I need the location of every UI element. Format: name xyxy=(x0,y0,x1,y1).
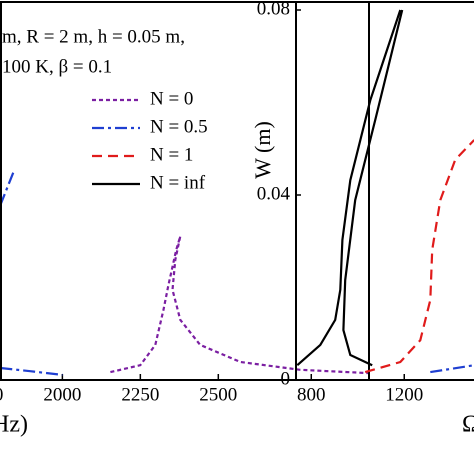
x-axis-label: Ω xyxy=(462,412,474,438)
y-axis-label: W (m) xyxy=(250,121,275,179)
legend-label: N = 1 xyxy=(150,144,193,165)
series-line xyxy=(364,139,474,374)
series-line xyxy=(0,169,63,376)
legend-label: N = 0 xyxy=(150,88,193,109)
x-tick-label: 2250 xyxy=(121,384,159,405)
x-tick-label: 800 xyxy=(297,384,326,405)
annotation: 100 K, β = 0.1 xyxy=(2,56,112,77)
series-line xyxy=(430,364,474,374)
legend-label: N = inf xyxy=(150,172,206,193)
y-tick-label: 0 xyxy=(281,368,291,389)
x-axis-label: Hz) xyxy=(0,412,28,438)
y-tick-label: 0.04 xyxy=(257,183,291,204)
plot-area xyxy=(0,169,368,376)
series-line xyxy=(110,235,368,375)
x-tick-label: 2000 xyxy=(43,384,81,405)
plot-frame xyxy=(0,1,370,381)
legend-label: N = 0.5 xyxy=(150,116,208,137)
x-tick-label: 2500 xyxy=(199,384,237,405)
plot-area xyxy=(296,9,474,374)
annotation: m, R = 2 m, h = 0.05 m, xyxy=(2,26,185,47)
x-tick-label: 1750 xyxy=(0,384,3,405)
series-line xyxy=(296,9,404,367)
y-tick-label: 0.08 xyxy=(257,0,290,19)
x-tick-label: 1200 xyxy=(385,384,423,405)
plot-frame xyxy=(295,1,474,381)
